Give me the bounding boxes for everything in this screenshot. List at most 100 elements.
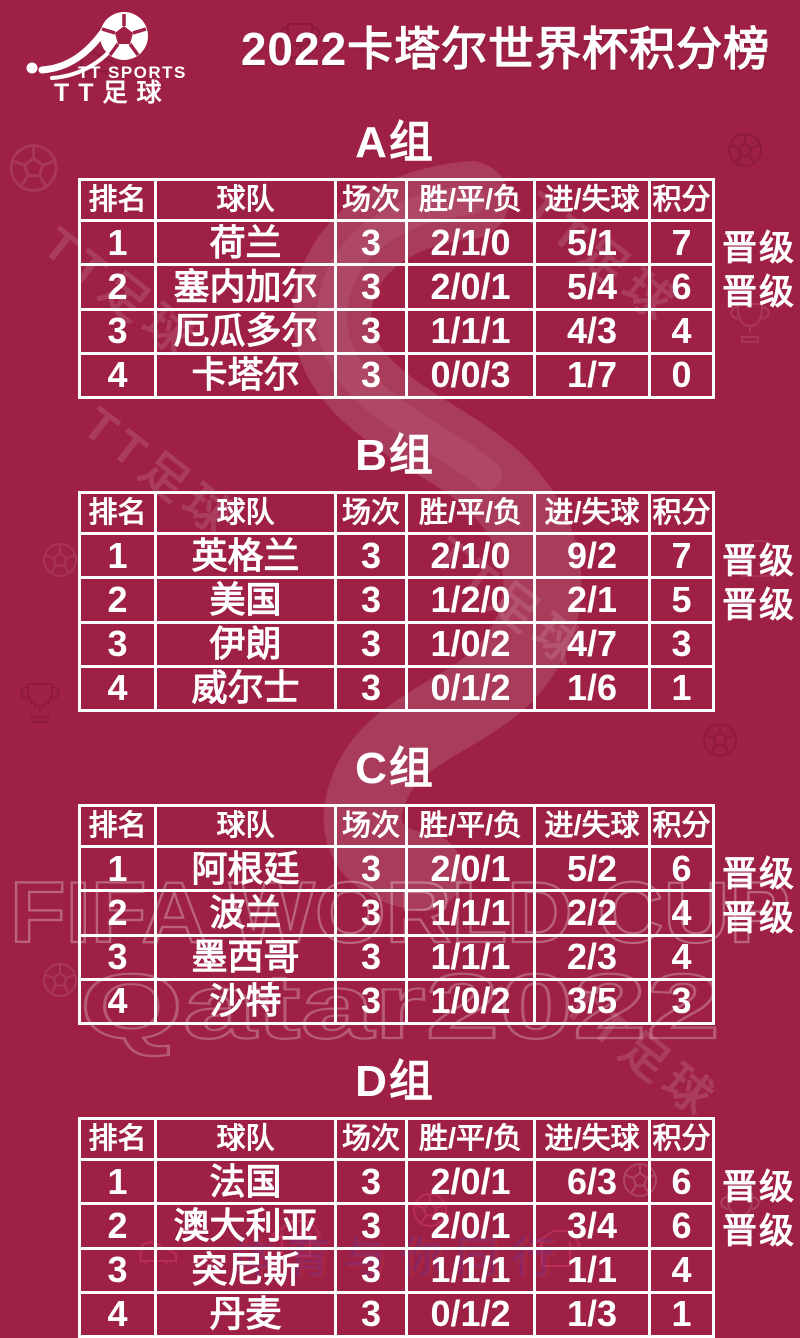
points-cell: 4 — [648, 307, 715, 355]
table-row: 2 美国 3 1/2/0 2/1 5 — [78, 576, 715, 624]
header-row: 排名 球队 场次 胜/平/负 进/失球 积分 — [78, 178, 715, 222]
group-section-2: B组 排名 球队 场次 胜/平/负 进/失球 积分 1 英格兰 3 2/1/0 9/2 7 2 美国 3 1/2… — [0, 419, 800, 713]
col-header-record: 胜/平/负 — [405, 1117, 536, 1161]
rank-cell: 2 — [78, 576, 157, 624]
table-row: 3 墨西哥 3 1/1/1 2/3 4 — [78, 933, 715, 981]
played-cell: 3 — [334, 1157, 408, 1206]
promoted-slot: 晋级 — [715, 1162, 800, 1207]
promoted-slot — [715, 1250, 800, 1294]
col-header-record: 胜/平/负 — [405, 178, 536, 222]
rank-cell: 2 — [78, 889, 157, 937]
promoted-badge: 晋级 — [722, 854, 797, 894]
record-cell: 2/1/0 — [405, 218, 536, 267]
record-cell: 2/0/1 — [405, 263, 536, 311]
col-header-points: 积分 — [648, 804, 715, 848]
goals-cell: 2/2 — [533, 889, 651, 937]
promoted-slot — [715, 668, 800, 712]
col-header-team: 球队 — [154, 804, 337, 848]
promoted-slot — [715, 1117, 800, 1162]
team-cell: 阿根廷 — [154, 844, 337, 893]
col-header-goals: 进/失球 — [533, 178, 651, 222]
rank-cell: 3 — [78, 307, 157, 355]
rank-cell: 1 — [78, 1157, 157, 1206]
col-header-record: 胜/平/负 — [405, 804, 536, 848]
table-row: 4 卡塔尔 3 0/0/3 1/7 0 — [78, 351, 715, 400]
header-row: 排名 球队 场次 胜/平/负 进/失球 积分 — [78, 1117, 715, 1161]
promoted-slot: 晋级 — [715, 893, 800, 938]
table-row: 4 沙特 3 1/0/2 3/5 3 — [78, 977, 715, 1026]
played-cell: 3 — [334, 307, 408, 355]
record-cell: 1/0/2 — [405, 620, 536, 668]
col-header-goals: 进/失球 — [533, 804, 651, 848]
rank-cell: 2 — [78, 263, 157, 311]
table-row: 2 波兰 3 1/1/1 2/2 4 — [78, 889, 715, 937]
promoted-slot: 晋级 — [715, 223, 800, 268]
goals-cell: 2/3 — [533, 933, 651, 981]
points-cell: 3 — [648, 977, 715, 1026]
col-header-points: 积分 — [648, 178, 715, 222]
promoted-slot — [715, 937, 800, 981]
team-cell: 波兰 — [154, 889, 337, 937]
col-header-points: 积分 — [648, 491, 715, 535]
record-cell: 1/1/1 — [405, 933, 536, 981]
table-row: 1 阿根廷 3 2/0/1 5/2 6 — [78, 844, 715, 893]
group-table-wrap: 排名 球队 场次 胜/平/负 进/失球 积分 1 阿根廷 3 2/0/1 5/2 6 2 波兰 3 1/1/1… — [78, 804, 800, 1026]
col-header-rank: 排名 — [78, 491, 157, 535]
standings-table: 排名 球队 场次 胜/平/负 进/失球 积分 1 阿根廷 3 2/0/1 5/2 6 2 波兰 3 1/1/1… — [78, 804, 715, 1026]
team-cell: 澳大利亚 — [154, 1202, 337, 1250]
played-cell: 3 — [334, 1202, 408, 1250]
rank-cell: 3 — [78, 620, 157, 668]
table-row: 4 威尔士 3 0/1/2 1/6 1 — [78, 664, 715, 713]
group-section-4: D组 排名 球队 场次 胜/平/负 进/失球 积分 1 法国 3 2/0/1 6/3 6 2 澳大利亚 3 2/… — [0, 1045, 800, 1338]
played-cell: 3 — [334, 263, 408, 311]
rank-cell: 4 — [78, 977, 157, 1026]
col-header-points: 积分 — [648, 1117, 715, 1161]
col-header-team: 球队 — [154, 178, 337, 222]
played-cell: 3 — [334, 977, 408, 1026]
played-cell: 3 — [334, 576, 408, 624]
rank-cell: 4 — [78, 1290, 157, 1338]
col-header-goals: 进/失球 — [533, 491, 651, 535]
rank-cell: 1 — [78, 844, 157, 893]
football-icon — [100, 12, 148, 60]
table-row: 2 塞内加尔 3 2/0/1 5/4 6 — [78, 263, 715, 311]
record-cell: 1/1/1 — [405, 307, 536, 355]
record-cell: 1/2/0 — [405, 576, 536, 624]
played-cell: 3 — [334, 664, 408, 713]
goals-cell: 1/7 — [533, 351, 651, 400]
promoted-slot — [715, 311, 800, 355]
table-row: 2 澳大利亚 3 2/0/1 3/4 6 — [78, 1202, 715, 1250]
rank-cell: 1 — [78, 218, 157, 267]
col-header-rank: 排名 — [78, 178, 157, 222]
goals-cell: 1/6 — [533, 664, 651, 713]
goals-cell: 3/5 — [533, 977, 651, 1026]
goals-cell: 9/2 — [533, 531, 651, 580]
rank-cell: 3 — [78, 933, 157, 981]
promoted-slot: 晋级 — [715, 536, 800, 581]
promoted-slot — [715, 624, 800, 668]
promotion-column: 晋级 晋级 — [715, 1117, 800, 1338]
group-title: D组 — [355, 1057, 435, 1106]
team-cell: 荷兰 — [154, 218, 337, 267]
promotion-column: 晋级 晋级 — [715, 804, 800, 1025]
group-section-3: C组 排名 球队 场次 胜/平/负 进/失球 积分 1 阿根廷 3 2/0/1 5/2 6 2 波兰 3 1/1… — [0, 732, 800, 1026]
played-cell: 3 — [334, 889, 408, 937]
points-cell: 6 — [648, 844, 715, 893]
header-row: 排名 球队 场次 胜/平/负 进/失球 积分 — [78, 804, 715, 848]
team-cell: 丹麦 — [154, 1290, 337, 1338]
goals-cell: 5/4 — [533, 263, 651, 311]
points-cell: 1 — [648, 664, 715, 713]
record-cell: 2/0/1 — [405, 844, 536, 893]
promoted-badge: 晋级 — [722, 585, 797, 625]
points-cell: 4 — [648, 933, 715, 981]
played-cell: 3 — [334, 933, 408, 981]
goals-cell: 5/2 — [533, 844, 651, 893]
points-cell: 3 — [648, 620, 715, 668]
played-cell: 3 — [334, 844, 408, 893]
team-cell: 美国 — [154, 576, 337, 624]
record-cell: 2/0/1 — [405, 1202, 536, 1250]
col-header-played: 场次 — [334, 1117, 408, 1161]
col-header-rank: 排名 — [78, 1117, 157, 1161]
table-row: 1 荷兰 3 2/1/0 5/1 7 — [78, 218, 715, 267]
col-header-played: 场次 — [334, 178, 408, 222]
